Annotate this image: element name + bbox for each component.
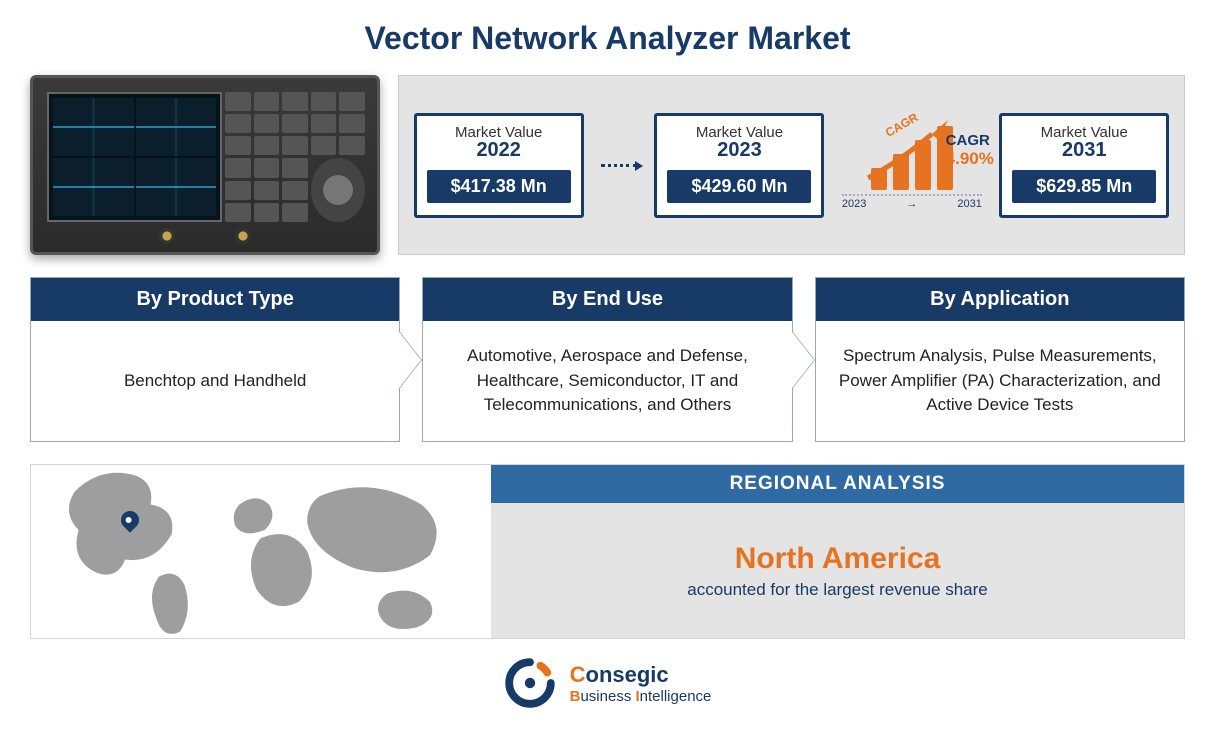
metric-card-2031: Market Value 2031 $629.85 Mn [999,113,1169,218]
segment-body: Automotive, Aerospace and Defense, Healt… [423,321,791,441]
segment-end-use: By End Use Automotive, Aerospace and Def… [422,277,792,442]
segment-application: By Application Spectrum Analysis, Pulse … [815,277,1185,442]
segment-header: By Application [816,278,1184,321]
segments-row: By Product Type Benchtop and Handheld By… [30,277,1185,442]
cagr-graphic: CAGR CAGR 4.90% 2023 → 2031 [842,120,982,210]
metrics-strip: Market Value 2022 $417.38 Mn Market Valu… [398,75,1185,255]
regional-region-name: North America [735,542,941,576]
cagr-label: CAGR [946,132,994,149]
page-title: Vector Network Analyzer Market [30,20,1185,57]
logo-letter: B [570,688,581,705]
metric-card-2022: Market Value 2022 $417.38 Mn [414,113,584,218]
footer-logo: Consegic Business Intelligence [30,657,1185,709]
segment-body: Spectrum Analysis, Pulse Measurements, P… [816,321,1184,441]
cagr-from-year: 2023 [842,198,866,210]
metric-year: 2031 [1012,139,1156,162]
top-row: Market Value 2022 $417.38 Mn Market Valu… [30,75,1185,255]
logo-word: ntelligence [640,688,712,705]
metric-card-2023: Market Value 2023 $429.60 Mn [654,113,824,218]
cagr-to-year: 2031 [957,198,981,210]
logo-letter: C [570,662,586,687]
regional-panel: REGIONAL ANALYSIS North America accounte… [30,464,1185,639]
metric-year: 2022 [427,139,571,162]
world-map [31,465,491,638]
metric-year: 2023 [667,139,811,162]
regional-header: REGIONAL ANALYSIS [491,465,1184,503]
device-illustration [30,75,380,255]
segment-product-type: By Product Type Benchtop and Handheld [30,277,400,442]
metric-value: $429.60 Mn [667,170,811,203]
regional-subtext: accounted for the largest revenue share [687,580,988,600]
segment-header: By End Use [423,278,791,321]
logo-text: Consegic Business Intelligence [570,662,712,705]
metric-value: $629.85 Mn [1012,170,1156,203]
logo-word: usiness [580,688,635,705]
segment-body: Benchtop and Handheld [31,321,399,441]
segment-header: By Product Type [31,278,399,321]
connector-icon [601,164,637,167]
arrow-right-icon: → [906,198,917,210]
cagr-value: 4.90% [946,149,994,169]
logo-word: onsegic [586,662,669,687]
world-map-icon [49,458,472,644]
metric-value: $417.38 Mn [427,170,571,203]
logo-icon [504,657,556,709]
